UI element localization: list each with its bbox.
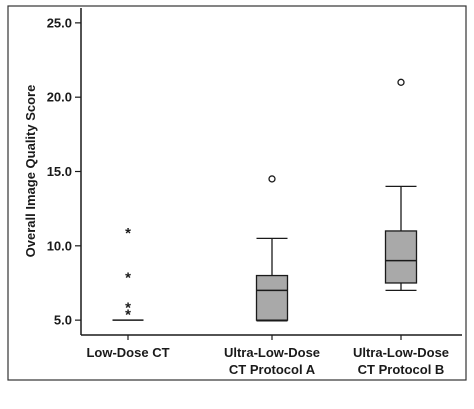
box-series: **** (112, 78, 418, 324)
box-body (384, 230, 418, 284)
y-tick-label: 5.0 (54, 313, 72, 328)
y-axis-ticks: 5.0 10.0 15.0 20.0 25.0 (47, 15, 81, 328)
y-tick-label: 15.0 (47, 164, 72, 179)
extreme-outlier-star: * (125, 225, 131, 242)
extreme-outlier-star: * (125, 270, 131, 287)
outlier-circle (397, 78, 405, 86)
box-3 (384, 78, 418, 292)
figure-frame (7, 5, 467, 381)
y-tick-label: 20.0 (47, 90, 72, 105)
x-tick-label: Low-Dose CT (86, 345, 169, 360)
y-tick-label: 25.0 (47, 15, 72, 30)
box-2 (255, 175, 289, 322)
y-tick-label: 10.0 (47, 238, 72, 253)
x-tick-label: Ultra-Low-Dose (224, 345, 320, 360)
x-tick-label: Ultra-Low-Dose (353, 345, 449, 360)
y-axis-label: Overall Image Quality Score (23, 85, 38, 258)
box-body (255, 274, 289, 321)
outlier-circle (268, 175, 276, 183)
x-tick-label: CT Protocol A (229, 362, 316, 377)
extreme-outlier-star: * (125, 299, 131, 316)
box-1: **** (112, 225, 144, 324)
extreme-outlier-star: * (125, 307, 131, 324)
x-axis-labels: Low-Dose CT Ultra-Low-Dose CT Protocol A Ul… (86, 335, 449, 377)
x-tick-label: CT Protocol B (358, 362, 445, 377)
